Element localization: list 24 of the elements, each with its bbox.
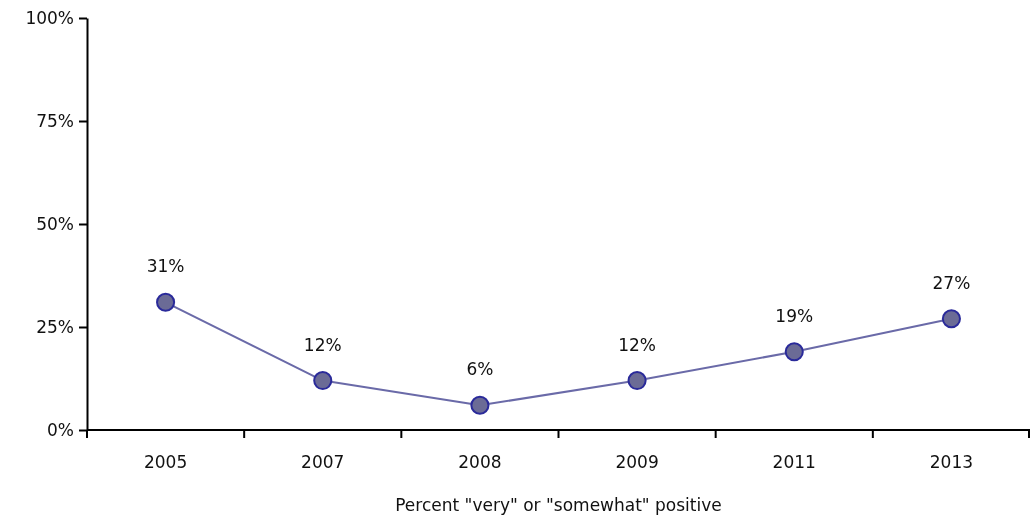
x-tick-label: 2013 <box>929 452 974 472</box>
x-tick-label: 2007 <box>301 452 345 472</box>
x-axis-title: Percent "very" or "somewhat" positive <box>395 495 722 515</box>
y-tick-label: 75% <box>36 110 74 131</box>
point <box>313 371 333 391</box>
point <box>470 395 490 415</box>
data-label: 12% <box>303 334 342 355</box>
y-tick-label: 100% <box>25 7 74 28</box>
y-tick-label: 0% <box>47 419 74 440</box>
data-label: 31% <box>146 256 185 277</box>
data-label: 12% <box>618 334 656 355</box>
x-tick-label: 2008 <box>458 452 502 472</box>
point <box>627 371 647 391</box>
point <box>784 342 804 362</box>
y-tick-label: 50% <box>36 213 74 234</box>
data-label: 19% <box>775 305 814 326</box>
x-tick-label: 2011 <box>772 452 816 472</box>
point <box>941 309 961 329</box>
x-tick-label: 2005 <box>143 452 188 472</box>
y-tick-label: 25% <box>36 316 74 337</box>
data-label: 6% <box>466 359 494 380</box>
data-label: 27% <box>932 272 971 293</box>
x-tick-label: 2009 <box>615 452 659 472</box>
point <box>156 292 176 312</box>
